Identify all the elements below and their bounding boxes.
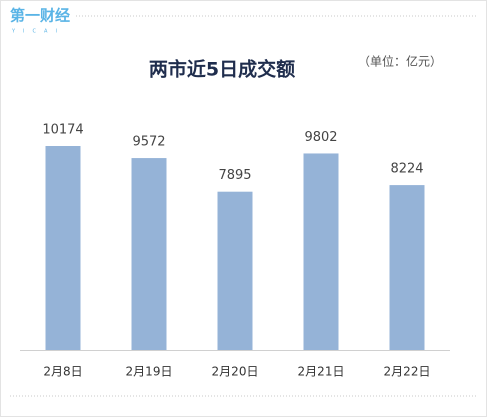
x-tick-label: 2月19日 xyxy=(126,365,173,379)
data-label: 8224 xyxy=(390,162,423,177)
bar xyxy=(131,158,167,350)
x-tick-label: 2月21日 xyxy=(298,365,345,379)
data-label: 7895 xyxy=(218,168,251,183)
unit-label: （单位：亿元） xyxy=(358,54,442,69)
logo: 第一财经 xyxy=(10,7,70,25)
x-tick-label: 2月22日 xyxy=(384,365,431,379)
data-label: 9802 xyxy=(304,130,337,145)
bar xyxy=(389,185,425,350)
data-label: 9572 xyxy=(132,135,165,150)
bar xyxy=(303,153,339,350)
logo-latin: YICAI xyxy=(11,29,65,35)
bar xyxy=(217,191,253,350)
bar xyxy=(45,146,81,350)
x-tick-label: 2月20日 xyxy=(212,365,259,379)
data-label: 10174 xyxy=(42,123,83,138)
chart-title: 两市近5日成交额 xyxy=(149,58,295,81)
x-tick-label: 2月8日 xyxy=(43,365,82,379)
